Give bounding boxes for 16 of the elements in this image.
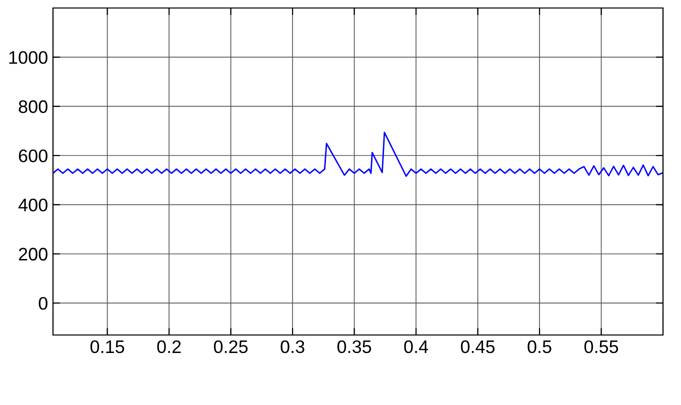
x-tick-label: 0.3: [280, 340, 304, 354]
y-tick-label: 200: [18, 248, 48, 261]
x-tick-label: 0.5: [528, 340, 552, 354]
y-tick-label: 1000: [9, 51, 48, 64]
y-tick-label: 800: [18, 100, 48, 114]
line-series: [53, 132, 663, 177]
x-tick-label: 0.15: [90, 340, 124, 354]
x-tick-label: 0.2: [157, 340, 181, 354]
x-tick-label: 0.4: [404, 340, 428, 354]
x-tick-label: 0.55: [584, 340, 618, 354]
x-tick-label: 0.25: [214, 340, 248, 354]
x-tick-label: 0.35: [337, 340, 372, 354]
y-tick-label: 400: [18, 198, 48, 212]
x-tick-label: 0.45: [460, 340, 495, 354]
y-tick-label: 0: [38, 296, 48, 310]
y-tick-label: 600: [18, 149, 48, 162]
